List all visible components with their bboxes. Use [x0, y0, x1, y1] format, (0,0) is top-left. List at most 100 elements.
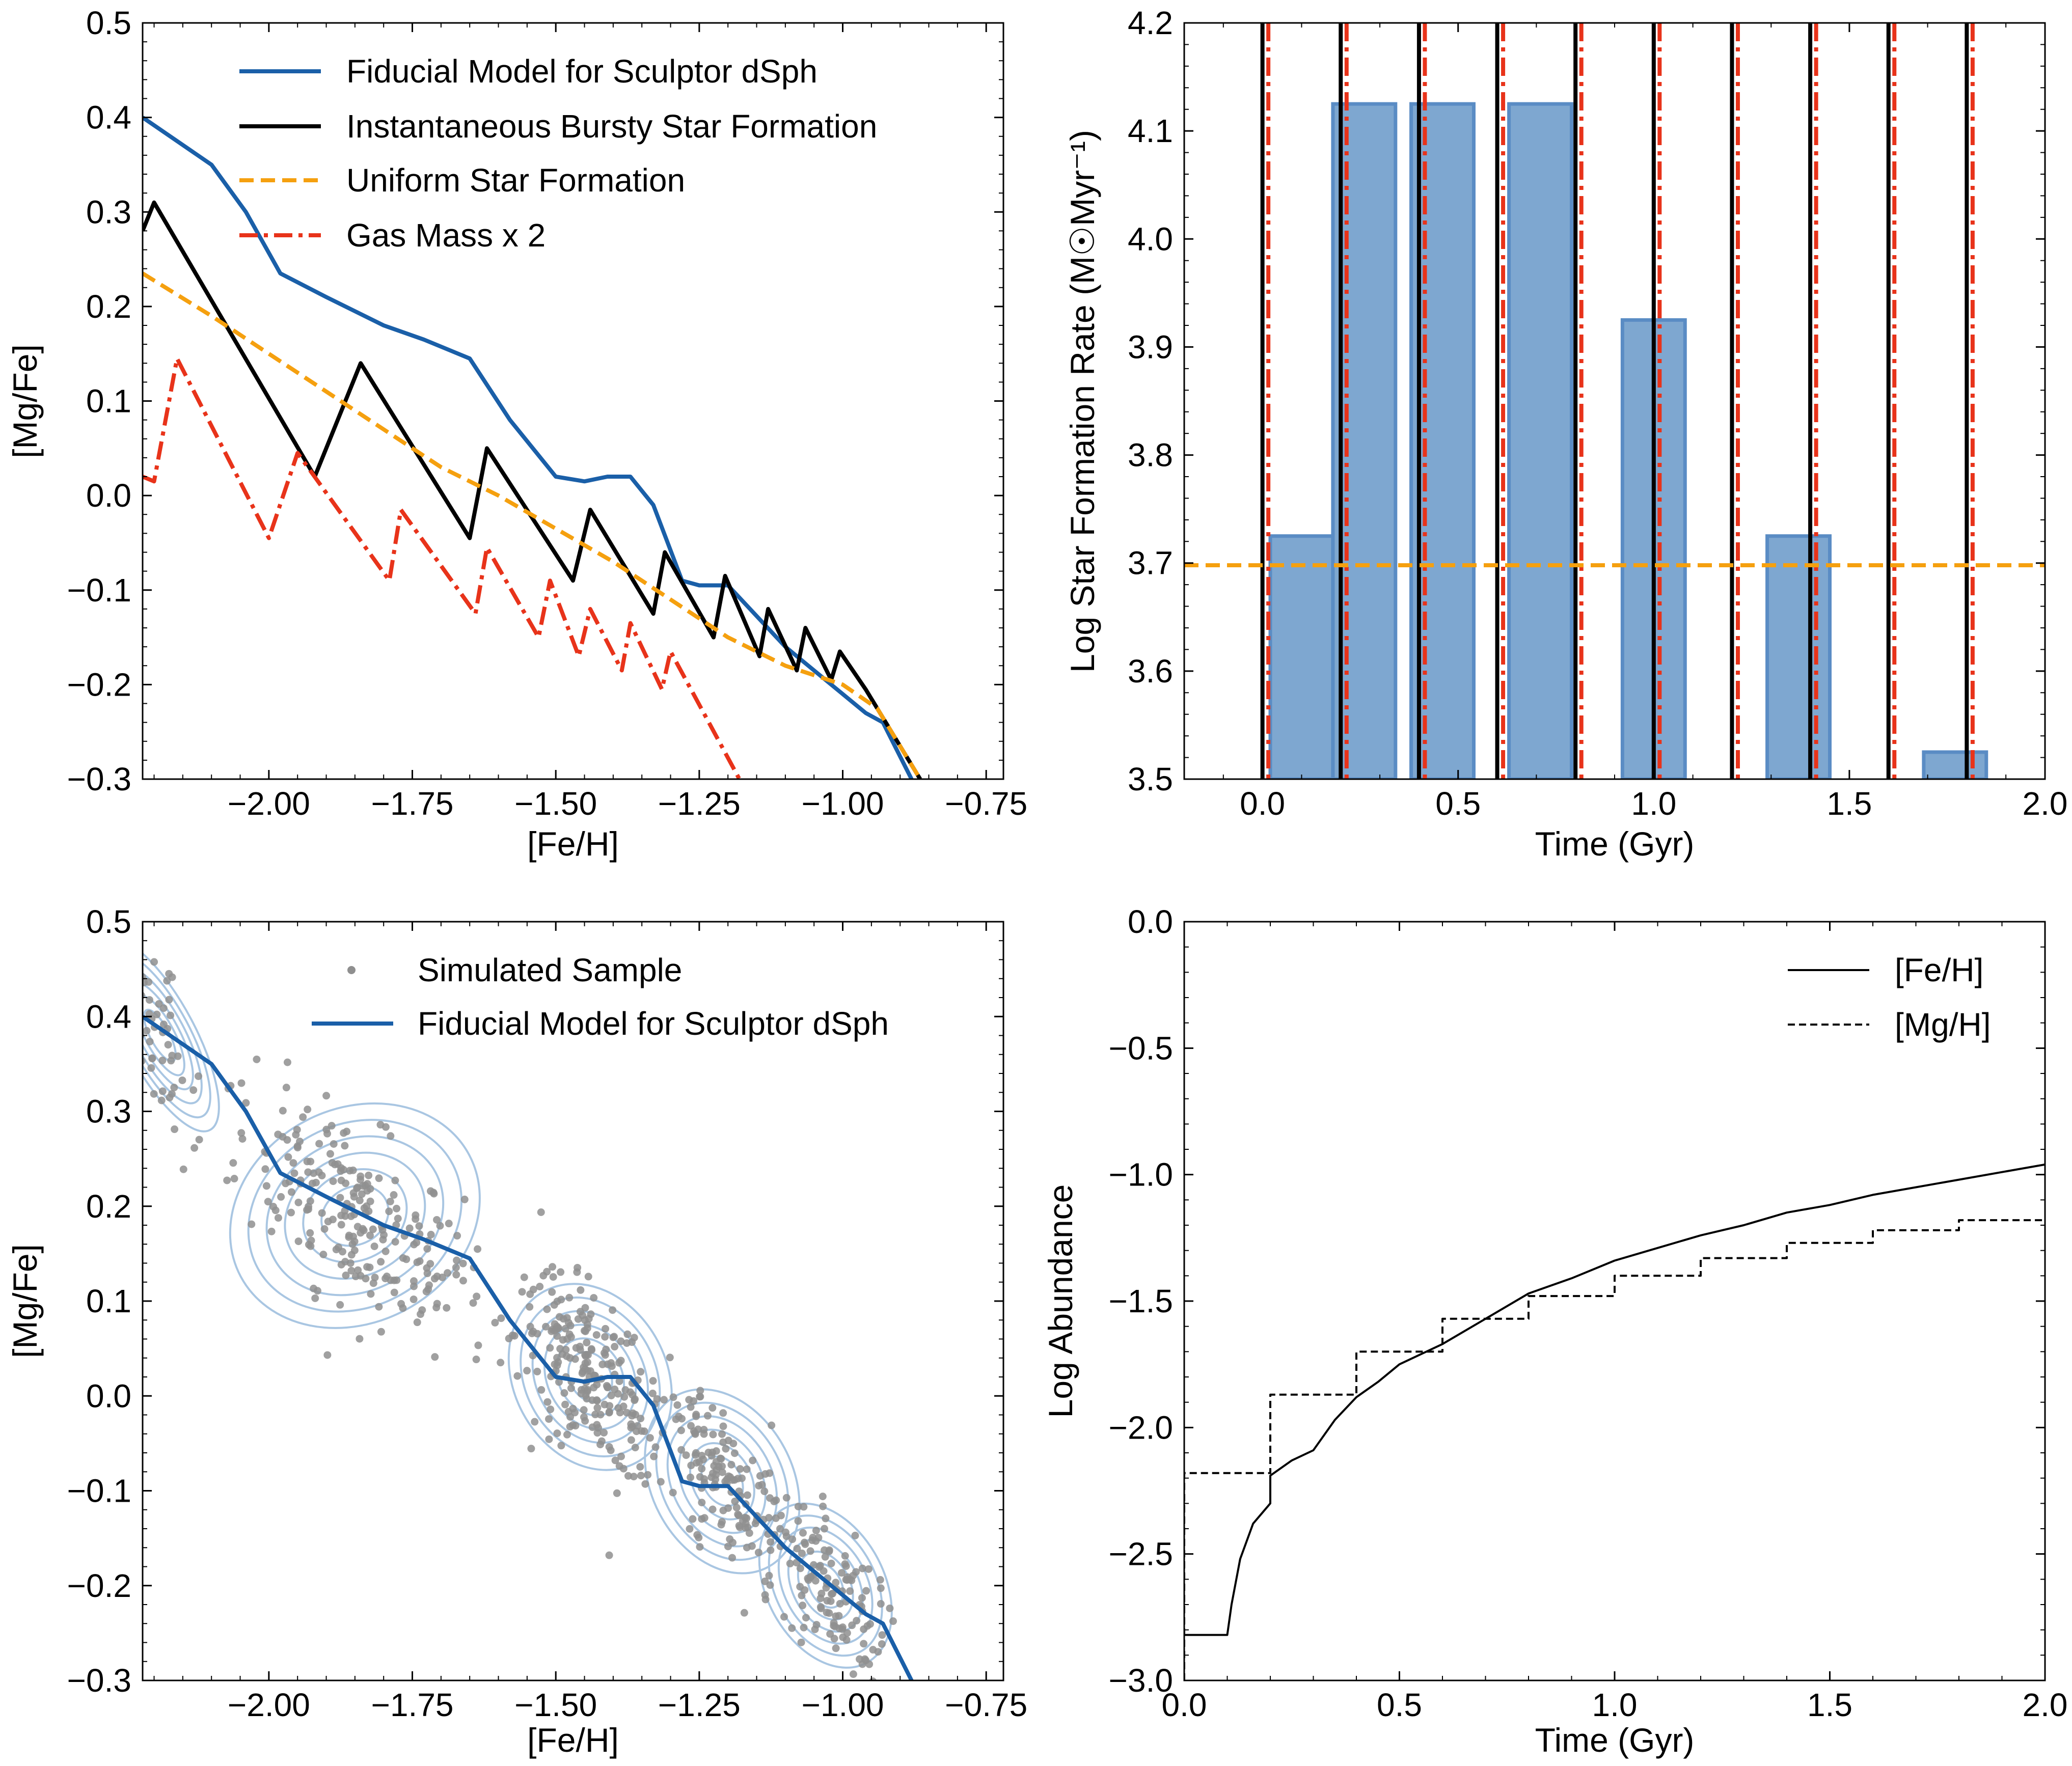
- sample-point: [330, 1140, 338, 1148]
- sample-point: [637, 1368, 645, 1376]
- sample-point: [651, 1443, 660, 1451]
- y-tick-labels: 3.5 3.6 3.7 3.8 3.9 4.0 4.1 4.2: [1128, 5, 1173, 797]
- sample-point: [561, 1324, 569, 1333]
- sample-point: [363, 1263, 371, 1271]
- sample-point: [143, 991, 146, 999]
- sample-point: [576, 1346, 584, 1354]
- sample-point: [816, 1562, 824, 1570]
- sample-point: [553, 1429, 561, 1438]
- sample-point: [157, 1096, 166, 1105]
- sample-point: [593, 1404, 602, 1412]
- sample-point: [698, 1515, 706, 1523]
- y-tick-label: 3.9: [1128, 328, 1173, 365]
- sample-point: [393, 1276, 401, 1284]
- sample-point: [336, 1194, 344, 1202]
- series-gas-mass: [143, 356, 742, 779]
- sample-point: [646, 1434, 654, 1442]
- sample-point: [375, 1303, 383, 1311]
- sample-point: [416, 1257, 424, 1265]
- sample-point: [598, 1360, 607, 1368]
- legend: [Fe/H] [Mg/H]: [1788, 952, 1991, 1043]
- plot-area: [143, 116, 922, 779]
- sample-point: [318, 1209, 326, 1217]
- x-tick-label: 0.5: [1435, 785, 1481, 822]
- sample-point: [126, 1039, 134, 1046]
- sample-point: [743, 1491, 751, 1499]
- sample-point: [799, 1602, 807, 1610]
- sample-point: [132, 981, 140, 989]
- x-tick-label: −1.00: [802, 1687, 884, 1723]
- sample-point: [557, 1268, 565, 1276]
- sample-point: [812, 1527, 820, 1535]
- sample-point: [767, 1538, 775, 1546]
- sample-point: [846, 1587, 854, 1595]
- sample-point: [549, 1326, 557, 1334]
- sample-point: [290, 1169, 298, 1177]
- sample-point: [581, 1304, 589, 1312]
- y-tick-label: 0.0: [1128, 903, 1173, 940]
- sample-point: [557, 1442, 565, 1450]
- legend-swatch-simulated-sample: [347, 966, 356, 974]
- sample-point: [607, 1359, 615, 1367]
- sample-point: [853, 1617, 861, 1625]
- sample-point: [381, 1123, 390, 1131]
- sample-point: [547, 1405, 555, 1414]
- sample-point: [607, 1391, 615, 1399]
- sample-point: [741, 1513, 749, 1522]
- sample-point: [350, 1237, 359, 1246]
- sample-point: [174, 1052, 182, 1060]
- sample-point: [106, 946, 114, 953]
- sample-point: [842, 1562, 850, 1570]
- sample-point: [553, 1354, 561, 1362]
- density-contour: [768, 1514, 883, 1657]
- sample-point: [134, 1006, 142, 1014]
- sample-point: [816, 1603, 825, 1611]
- sample-point: [605, 1443, 613, 1451]
- sample-point: [375, 1174, 383, 1182]
- x-tick-labels: 0.0 0.5 1.0 1.5 2.0: [1240, 785, 2067, 822]
- sample-point: [621, 1386, 630, 1394]
- sample-point: [531, 1418, 539, 1426]
- sample-point: [497, 1359, 505, 1367]
- sample-point: [851, 1531, 859, 1539]
- x-tick-label: −1.00: [802, 785, 884, 822]
- sample-point: [821, 1553, 829, 1561]
- sample-point: [444, 1269, 452, 1277]
- y-tick-label: −0.2: [67, 666, 131, 703]
- sample-point: [660, 1396, 668, 1404]
- sample-point: [582, 1352, 590, 1360]
- sfr-bar: [1922, 750, 1988, 779]
- sample-point: [363, 1180, 371, 1188]
- sample-point: [543, 1398, 552, 1406]
- sample-point: [682, 1451, 690, 1459]
- sample-point: [195, 1072, 203, 1080]
- legend: Simulated Sample Fiducial Model for Scul…: [312, 952, 889, 1042]
- sample-point: [592, 1331, 601, 1339]
- sample-point: [741, 1524, 749, 1532]
- sample-point: [835, 1624, 843, 1633]
- sample-point: [145, 978, 153, 986]
- sample-point: [842, 1636, 851, 1644]
- sample-point: [426, 1187, 434, 1195]
- sample-point: [304, 1168, 312, 1176]
- sample-point: [543, 1305, 551, 1313]
- sample-point: [393, 1204, 401, 1212]
- sample-point: [718, 1468, 726, 1476]
- sample-point: [606, 1402, 614, 1410]
- sample-point: [617, 1452, 625, 1460]
- sample-point: [768, 1421, 776, 1429]
- x-tick-label: −1.25: [658, 1687, 741, 1723]
- sample-point: [555, 1378, 563, 1386]
- sample-point: [537, 1208, 545, 1217]
- sample-point: [537, 1386, 546, 1394]
- sample-point: [328, 1122, 336, 1130]
- y-tick-label: −2.5: [1109, 1536, 1173, 1572]
- x-tick-label: 0.0: [1162, 1687, 1207, 1723]
- sample-point: [700, 1475, 708, 1483]
- sample-point: [782, 1494, 790, 1502]
- sample-point: [619, 1465, 628, 1473]
- sample-point: [410, 1282, 418, 1290]
- sample-point: [617, 1337, 625, 1345]
- sample-point: [366, 1197, 374, 1205]
- sample-point: [571, 1422, 580, 1430]
